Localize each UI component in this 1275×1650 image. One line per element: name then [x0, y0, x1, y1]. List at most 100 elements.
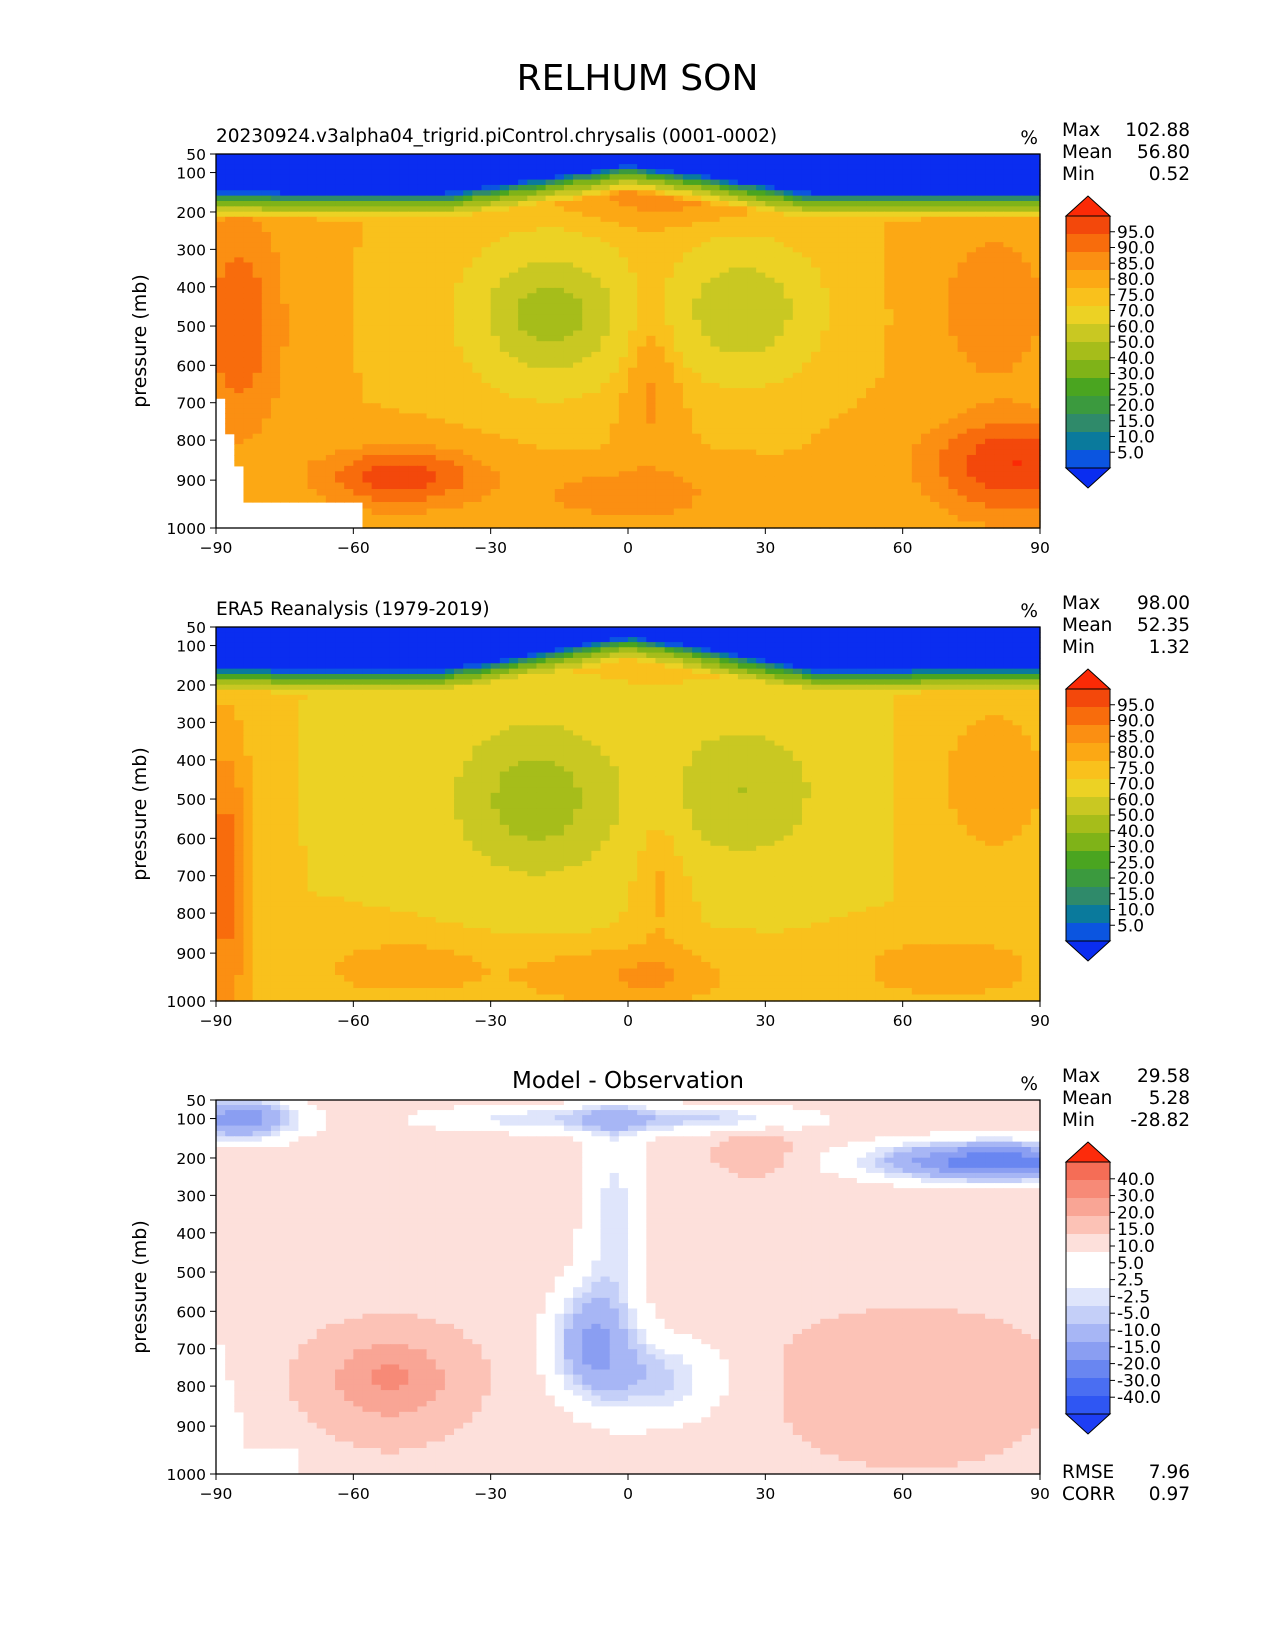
contour-cell — [838, 367, 849, 374]
contour-cell — [444, 247, 455, 253]
contour-cell — [490, 319, 501, 326]
contour-cell — [563, 403, 574, 409]
contour-cell — [518, 335, 528, 342]
contour-cell — [380, 314, 391, 321]
contour-cell — [481, 174, 492, 181]
contour-cell — [966, 309, 977, 316]
contour-cell — [939, 377, 950, 384]
contour-cell — [682, 179, 693, 186]
contour-cell — [508, 190, 519, 197]
contour-cell — [335, 282, 345, 289]
contour-cell — [765, 174, 776, 181]
contour-cell — [444, 418, 455, 425]
contour-cell — [701, 362, 711, 369]
contour-cell — [618, 303, 629, 310]
contour-cell — [985, 428, 995, 435]
contour-cell — [692, 298, 702, 305]
contour-cell — [756, 242, 766, 248]
contour-cell — [508, 216, 519, 223]
contour-cell — [1021, 367, 1032, 374]
contour-cell — [728, 267, 739, 274]
contour-cell — [518, 298, 528, 305]
contour-cell — [280, 372, 290, 379]
contour-cell — [344, 206, 354, 213]
contour-cell — [866, 408, 876, 414]
contour-cell — [234, 314, 245, 321]
contour-cell — [902, 423, 913, 430]
contour-cell — [838, 206, 849, 213]
contour-cell — [856, 164, 867, 170]
contour-cell — [261, 367, 272, 374]
contour-cell — [270, 367, 281, 374]
contour-cell — [225, 330, 235, 337]
contour-cell — [573, 362, 583, 369]
contour-cell — [628, 319, 638, 326]
contour-cell — [490, 200, 501, 207]
contour-cell — [902, 309, 913, 316]
contour-cell — [866, 372, 876, 379]
contour-cell — [737, 159, 748, 165]
contour-cell — [719, 154, 730, 160]
contour-cell — [948, 293, 959, 300]
contour-cell — [270, 184, 281, 191]
contour-cell — [298, 211, 309, 218]
contour-cell — [563, 200, 574, 207]
contour-cell — [637, 382, 647, 389]
contour-cell — [243, 341, 254, 348]
contour-cell — [371, 272, 382, 279]
contour-cell — [325, 287, 336, 294]
contour-cell — [444, 351, 455, 358]
contour-cell — [225, 200, 235, 207]
contour-cell — [618, 413, 629, 420]
contour-cell — [426, 393, 437, 399]
contour-cell — [243, 314, 254, 321]
contour-cell — [875, 154, 885, 160]
contour-cell — [930, 377, 940, 384]
contour-cell — [371, 293, 382, 300]
contour-cell — [618, 346, 629, 353]
contour-cell — [472, 314, 483, 321]
contour-cell — [371, 232, 382, 238]
contour-cell — [417, 169, 428, 175]
contour-cell — [737, 267, 748, 274]
contour-cell — [692, 277, 702, 284]
contour-cell — [573, 298, 583, 305]
contour-cell — [490, 438, 501, 445]
contour-cell — [820, 298, 831, 305]
contour-cell — [756, 200, 766, 207]
contour-cell — [408, 372, 419, 379]
contour-cell — [628, 237, 638, 243]
contour-cell — [664, 433, 675, 440]
contour-cell — [966, 357, 977, 364]
contour-cell — [289, 184, 299, 191]
contour-cell — [490, 237, 501, 243]
contour-cell — [353, 257, 364, 264]
contour-cell — [408, 403, 419, 409]
contour-cell — [472, 428, 483, 435]
contour-cell — [508, 325, 519, 332]
contour-cell — [536, 232, 547, 238]
contour-cell — [966, 282, 977, 289]
contour-cell — [985, 335, 995, 342]
contour-cell — [838, 330, 849, 337]
contour-cell — [527, 272, 538, 279]
contour-cell — [499, 272, 510, 279]
contour-cell — [875, 335, 885, 342]
contour-cell — [216, 169, 226, 175]
contour-cell — [820, 154, 831, 160]
contour-cell — [408, 247, 419, 253]
contour-cell — [911, 282, 922, 289]
contour-cell — [1003, 226, 1014, 233]
contour-cell — [847, 382, 858, 389]
contour-cell — [472, 287, 483, 294]
contour-cell — [957, 174, 968, 181]
contour-cell — [435, 237, 446, 243]
contour-cell — [380, 195, 391, 202]
contour-cell — [573, 357, 583, 364]
contour-cell — [591, 423, 602, 430]
contour-cell — [298, 287, 309, 294]
contour-cell — [829, 403, 840, 409]
contour-cell — [216, 257, 226, 264]
contour-cell — [637, 190, 647, 197]
contour-cell — [756, 382, 766, 389]
